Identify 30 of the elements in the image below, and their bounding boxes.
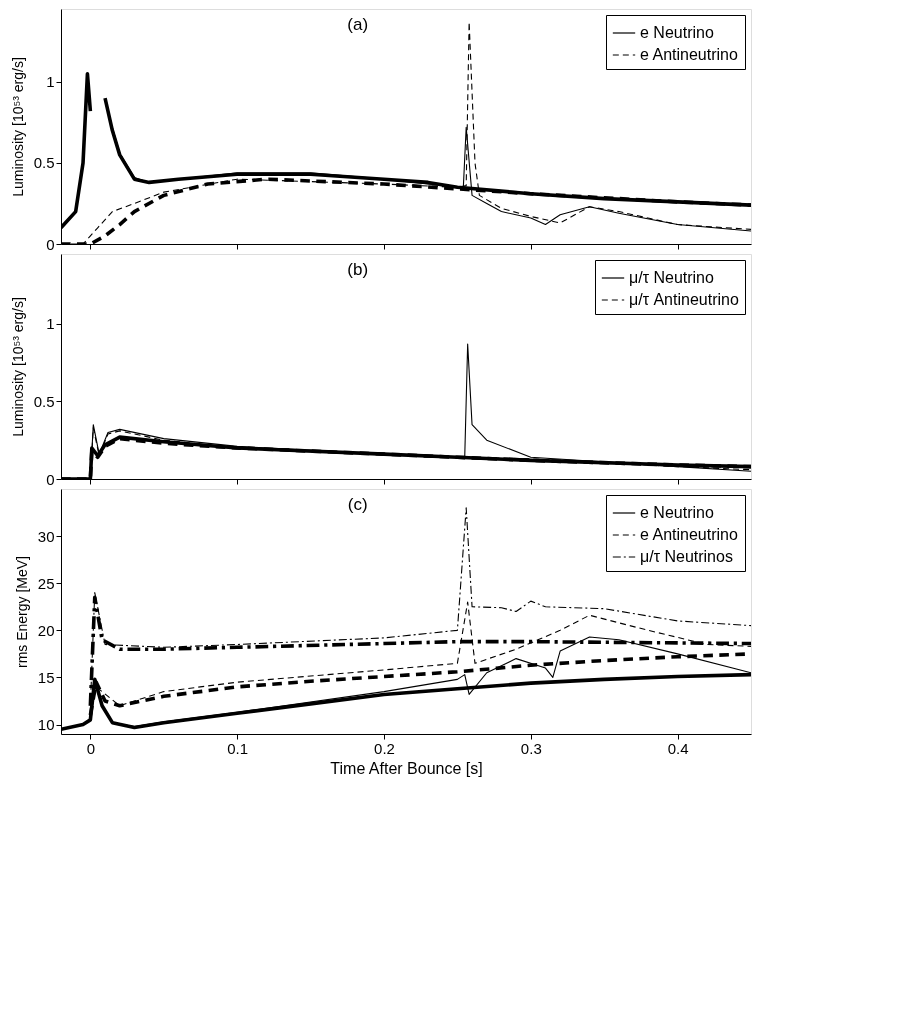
y-tick-label: 0.5 [33,392,55,410]
y-tick-label: 15 [37,668,55,686]
x-tick-label: 0.3 [520,739,542,757]
y-tick-label: 0 [46,470,55,488]
x-tick-label: 0.2 [374,739,395,757]
y-tick-label: 0.5 [33,154,55,172]
y-axis-title: Luminosity [10⁵³ erg/s] [9,297,26,437]
x-tick-label: 0 [86,739,96,757]
legend-label: e Neutrino [640,24,714,41]
legend-label: μ/τ Neutrino [629,269,715,286]
y-tick-label: 0 [46,235,55,253]
legend-label: e Antineutrino [640,526,738,543]
x-axis-title: Time After Bounce [s] [330,759,483,777]
legend-label: e Neutrino [640,504,714,521]
legend-label: μ/τ Antineutrino [629,291,739,308]
legend-label: e Antineutrino [640,46,738,63]
legend-label: μ/τ Neutrinos [640,548,733,565]
y-tick-label: 25 [37,574,55,592]
annotation: (c) [347,495,368,514]
y-axis-title: Luminosity [10⁵³ erg/s] [9,57,26,197]
y-tick-label: 20 [37,621,55,639]
x-tick-label: 0.1 [227,739,249,757]
y-tick-label: 1 [46,315,55,333]
y-tick-label: 1 [46,73,55,91]
y-axis-title: rms Energy [MeV] [13,555,30,669]
x-tick-label: 0.4 [667,739,689,757]
y-tick-label: 10 [37,716,55,734]
annotation: (b) [347,260,369,279]
annotation: (a) [347,15,369,34]
y-tick-label: 30 [37,527,55,545]
